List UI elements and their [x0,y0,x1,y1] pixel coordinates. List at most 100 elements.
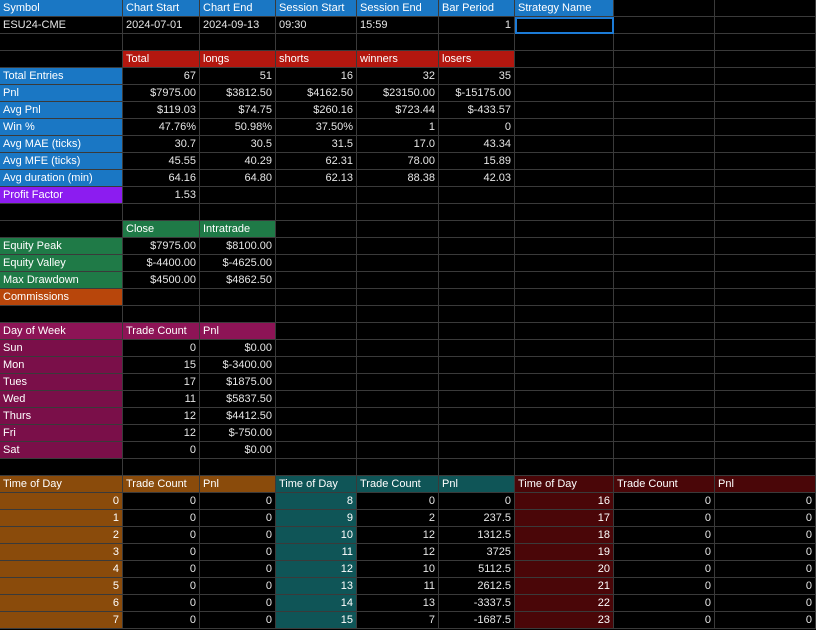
dow-pnl[interactable]: $0.00 [200,340,276,357]
tod-hour[interactable]: 16 [515,493,614,510]
header-label-3[interactable]: Session Start [276,0,357,17]
tod-count[interactable]: 0 [614,612,715,629]
tod-hour[interactable]: 22 [515,595,614,612]
empty-cell[interactable] [515,204,614,221]
empty-cell[interactable] [614,136,715,153]
empty-cell[interactable] [515,442,614,459]
empty-cell[interactable] [276,425,357,442]
empty-cell[interactable] [515,187,614,204]
stats-value[interactable]: 64.16 [123,170,200,187]
stats-col-3[interactable]: winners [357,51,439,68]
dow-count[interactable]: 15 [123,357,200,374]
stats-row-label[interactable]: Avg MAE (ticks) [0,136,123,153]
empty-cell[interactable] [515,255,614,272]
stats-row-label[interactable]: Avg MFE (ticks) [0,153,123,170]
stats-value[interactable]: 50.98% [200,119,276,136]
empty-cell[interactable] [614,204,715,221]
dow-day[interactable]: Sat [0,442,123,459]
stats-value[interactable]: 42.03 [439,170,515,187]
header-value-1[interactable]: 2024-07-01 [123,17,200,34]
empty-cell[interactable] [276,255,357,272]
empty-cell[interactable] [614,323,715,340]
profit-factor-value[interactable]: 1.53 [123,187,200,204]
equity-col-1[interactable]: Intratrade [200,221,276,238]
tod-pnl[interactable]: 2612.5 [439,578,515,595]
empty-cell[interactable] [614,340,715,357]
empty-cell[interactable] [715,51,816,68]
tod-pnl[interactable]: -1687.5 [439,612,515,629]
empty-cell[interactable] [614,306,715,323]
empty-cell[interactable] [614,442,715,459]
empty-cell[interactable] [715,85,816,102]
dow-header-2[interactable]: Pnl [200,323,276,340]
empty-cell[interactable] [200,459,276,476]
equity-value[interactable]: $8100.00 [200,238,276,255]
empty-cell[interactable] [439,357,515,374]
strategy-name-input[interactable] [515,17,614,34]
empty-cell[interactable] [123,306,200,323]
tod-header-2[interactable]: Pnl [715,476,816,493]
empty-cell[interactable] [715,425,816,442]
tod-pnl[interactable]: 0 [715,544,816,561]
dow-count[interactable]: 12 [123,425,200,442]
tod-pnl[interactable]: 0 [439,493,515,510]
equity-value[interactable]: $-4400.00 [123,255,200,272]
tod-pnl[interactable]: 0 [715,493,816,510]
empty-cell[interactable] [439,238,515,255]
empty-cell[interactable] [276,374,357,391]
empty-cell[interactable] [515,170,614,187]
equity-value[interactable]: $4500.00 [123,272,200,289]
dow-header-0[interactable]: Day of Week [0,323,123,340]
empty-cell[interactable] [357,357,439,374]
stats-row-label[interactable]: Win % [0,119,123,136]
tod-count[interactable]: 13 [357,595,439,612]
tod-count[interactable]: 0 [123,493,200,510]
stats-value[interactable]: 31.5 [276,136,357,153]
stats-col-0[interactable]: Total [123,51,200,68]
tod-pnl[interactable]: 237.5 [439,510,515,527]
empty-cell[interactable] [715,255,816,272]
tod-count[interactable]: 0 [123,578,200,595]
equity-row-label[interactable]: Equity Valley [0,255,123,272]
empty-cell[interactable] [357,34,439,51]
dow-count[interactable]: 12 [123,408,200,425]
dow-count[interactable]: 0 [123,340,200,357]
empty-cell[interactable] [614,289,715,306]
stats-value[interactable]: 43.34 [439,136,515,153]
header-value-2[interactable]: 2024-09-13 [200,17,276,34]
stats-value[interactable]: 35 [439,68,515,85]
stats-value[interactable]: 15.89 [439,153,515,170]
empty-cell[interactable] [515,102,614,119]
stats-col-4[interactable]: losers [439,51,515,68]
empty-cell[interactable] [614,119,715,136]
stats-value[interactable]: $-15175.00 [439,85,515,102]
empty-cell[interactable] [515,68,614,85]
tod-header-0[interactable]: Time of Day [276,476,357,493]
empty-cell[interactable] [200,306,276,323]
equity-value[interactable]: $7975.00 [123,238,200,255]
equity-row-label[interactable]: Max Drawdown [0,272,123,289]
empty-cell[interactable] [515,374,614,391]
empty-cell[interactable] [439,289,515,306]
empty-cell[interactable] [614,68,715,85]
empty-cell[interactable] [439,408,515,425]
empty-cell[interactable] [276,442,357,459]
tod-count[interactable]: 7 [357,612,439,629]
empty-cell[interactable] [276,289,357,306]
tod-hour[interactable]: 15 [276,612,357,629]
stats-value[interactable]: $23150.00 [357,85,439,102]
tod-count[interactable]: 0 [123,595,200,612]
empty-cell[interactable] [515,221,614,238]
tod-hour[interactable]: 14 [276,595,357,612]
empty-cell[interactable] [515,136,614,153]
empty-cell[interactable] [0,221,123,238]
empty-cell[interactable] [515,272,614,289]
tod-count[interactable]: 12 [357,544,439,561]
tod-count[interactable]: 0 [614,527,715,544]
empty-cell[interactable] [123,204,200,221]
empty-cell[interactable] [715,323,816,340]
tod-pnl[interactable]: 0 [715,561,816,578]
empty-cell[interactable] [357,425,439,442]
tod-pnl[interactable]: 0 [715,578,816,595]
tod-header-1[interactable]: Trade Count [614,476,715,493]
